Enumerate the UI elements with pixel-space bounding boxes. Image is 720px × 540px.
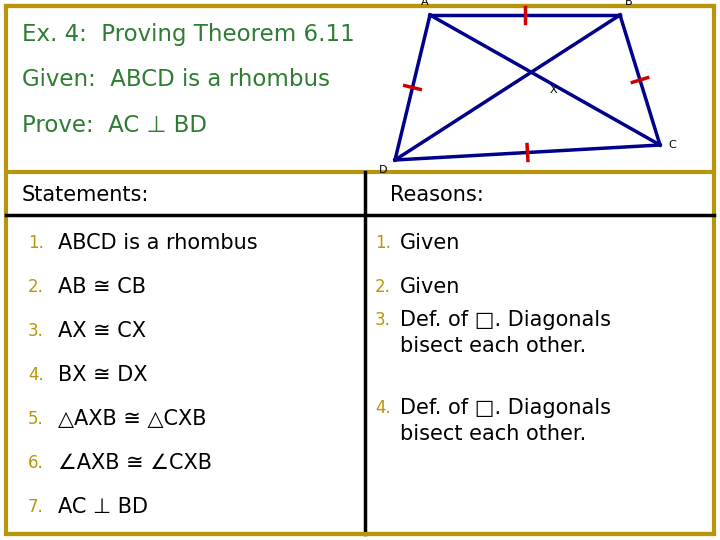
Text: 1.: 1. [28, 234, 44, 252]
Text: bisect each other.: bisect each other. [400, 336, 586, 356]
Text: △AXB ≅ △CXB: △AXB ≅ △CXB [58, 409, 207, 429]
Text: Given: Given [400, 233, 460, 253]
Text: AB ≅ CB: AB ≅ CB [58, 277, 146, 297]
Text: AC ⊥ BD: AC ⊥ BD [58, 497, 148, 517]
Text: Def. of □. Diagonals: Def. of □. Diagonals [400, 310, 611, 330]
Text: B: B [625, 0, 633, 7]
Text: Ex. 4:  Proving Theorem 6.11: Ex. 4: Proving Theorem 6.11 [22, 24, 355, 46]
Text: A: A [421, 0, 429, 7]
Text: AX ≅ CX: AX ≅ CX [58, 321, 146, 341]
Text: 4.: 4. [375, 399, 391, 417]
Text: 6.: 6. [28, 454, 44, 472]
Text: Statements:: Statements: [22, 185, 149, 205]
Text: ABCD is a rhombus: ABCD is a rhombus [58, 233, 258, 253]
Text: 4.: 4. [28, 366, 44, 384]
Text: 3.: 3. [28, 322, 44, 340]
Text: Given:  ABCD is a rhombus: Given: ABCD is a rhombus [22, 69, 330, 91]
Text: bisect each other.: bisect each other. [400, 424, 586, 444]
Text: 1.: 1. [375, 234, 391, 252]
Text: Reasons:: Reasons: [390, 185, 484, 205]
Text: 5.: 5. [28, 410, 44, 428]
Text: X: X [550, 85, 557, 95]
Text: Prove:  AC ⊥ BD: Prove: AC ⊥ BD [22, 113, 207, 137]
Text: ∠AXB ≅ ∠CXB: ∠AXB ≅ ∠CXB [58, 453, 212, 473]
Text: Given: Given [400, 277, 460, 297]
Text: Def. of □. Diagonals: Def. of □. Diagonals [400, 398, 611, 418]
Text: 3.: 3. [375, 311, 391, 329]
Text: 2.: 2. [375, 278, 391, 296]
Text: BX ≅ DX: BX ≅ DX [58, 365, 148, 385]
Text: D: D [379, 165, 387, 175]
Text: 2.: 2. [28, 278, 44, 296]
Text: 7.: 7. [28, 498, 44, 516]
Text: C: C [668, 140, 676, 150]
